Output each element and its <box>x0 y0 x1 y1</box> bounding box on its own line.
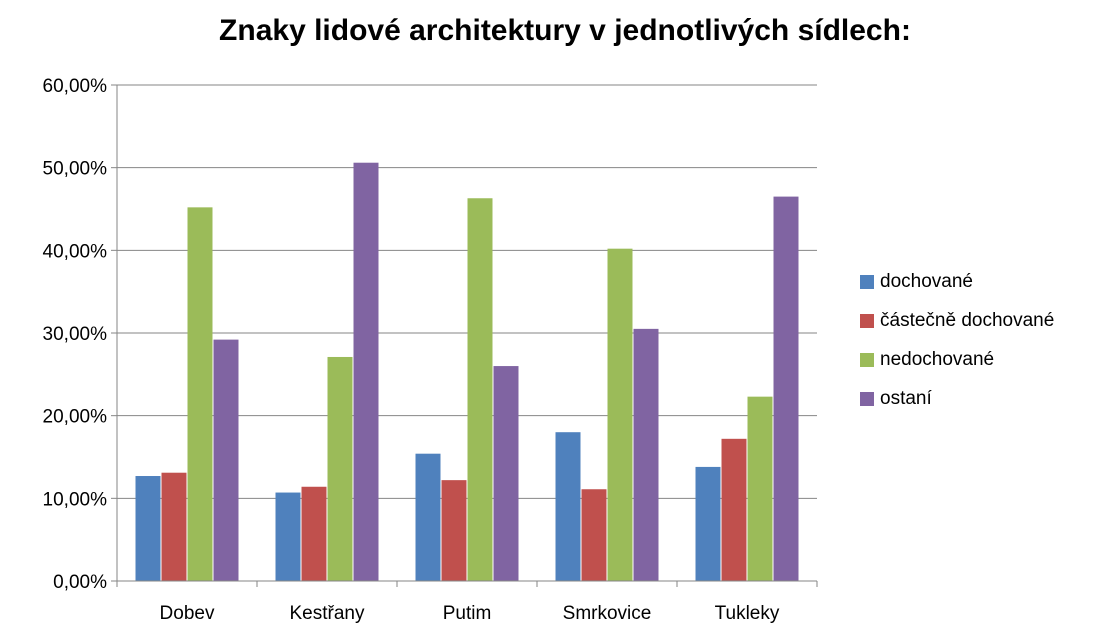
legend-swatch <box>860 352 874 367</box>
bar <box>161 472 187 581</box>
bar <box>415 453 441 581</box>
axes <box>111 84 818 587</box>
bars <box>135 162 799 581</box>
y-tick-label: 0,00% <box>53 572 107 593</box>
x-tick-labels: Dobev Kestřany Putim Smrkovice Tukleky <box>160 603 780 624</box>
x-tick-label: Tukleky <box>715 603 780 624</box>
bar <box>213 339 239 581</box>
bar <box>555 432 581 581</box>
legend-swatch <box>860 274 874 289</box>
x-tick-label: Dobev <box>160 603 215 624</box>
y-tick-label: 10,00% <box>43 489 108 510</box>
x-tick-label: Smrkovice <box>563 603 652 624</box>
y-tick-label: 60,00% <box>43 76 108 97</box>
legend-swatch <box>860 391 874 406</box>
x-tick-label: Kestřany <box>290 603 365 624</box>
chart-title: Znaky lidové architektury v jednotlivých… <box>219 14 911 47</box>
y-tick-label: 50,00% <box>43 159 108 180</box>
legend-item: ostaní <box>860 379 1054 418</box>
y-tick-label: 20,00% <box>43 407 108 428</box>
legend-item: dochované <box>860 262 1054 301</box>
bar <box>441 480 467 581</box>
bar <box>135 476 161 581</box>
x-tick-label: Putim <box>443 603 492 624</box>
bar <box>493 366 519 581</box>
y-tick-label: 40,00% <box>43 241 108 262</box>
bar <box>275 492 301 581</box>
y-tick-labels: 0,00% 10,00% 20,00% 30,00% 40,00% 50,00% 60,00… <box>43 76 108 593</box>
bar <box>747 396 773 581</box>
legend: dochované částečně dochované nedochované os… <box>860 262 1054 418</box>
bar <box>607 248 633 581</box>
legend-swatch <box>860 313 874 328</box>
bar <box>187 207 213 581</box>
bar <box>301 486 327 581</box>
legend-label: částečně dochované <box>880 309 1055 331</box>
legend-item: nedochované <box>860 340 1054 379</box>
legend-label: dochované <box>880 270 973 292</box>
legend-item: částečně dochované <box>860 301 1054 340</box>
bar <box>327 356 353 581</box>
bar <box>633 328 659 581</box>
bar <box>581 489 607 581</box>
legend-label: nedochované <box>880 348 995 370</box>
legend-label: ostaní <box>880 387 932 409</box>
y-tick-label: 30,00% <box>43 324 108 345</box>
bar <box>467 198 493 581</box>
bar <box>695 466 721 581</box>
bar <box>721 438 747 581</box>
bar <box>353 162 379 581</box>
bar <box>773 196 799 581</box>
